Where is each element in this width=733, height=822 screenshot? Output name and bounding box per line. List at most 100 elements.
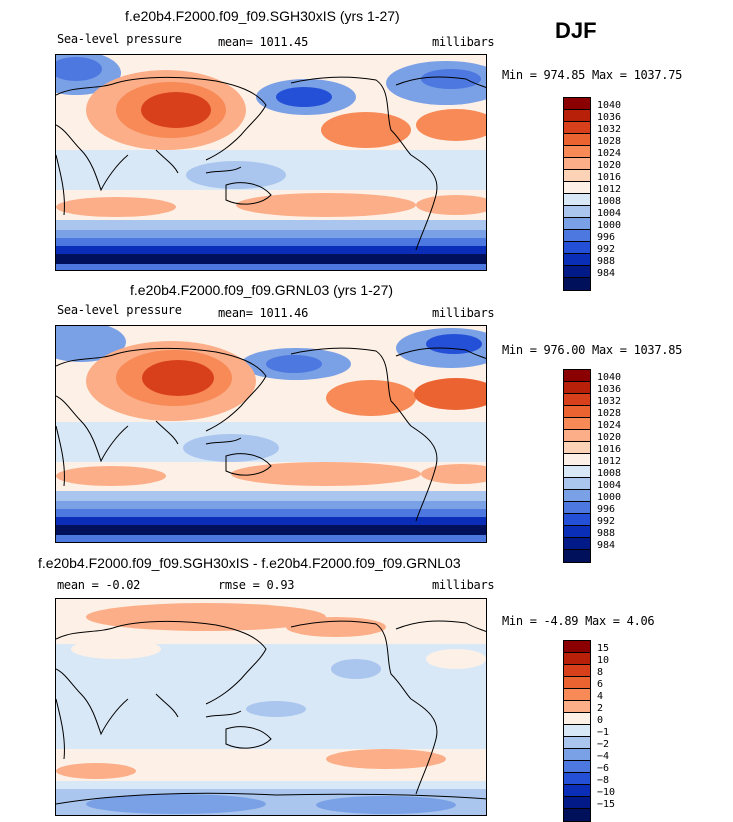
south-indian-high — [56, 466, 166, 486]
colorbar-swatch — [564, 430, 590, 442]
panel-3-map-plot — [56, 599, 486, 815]
colorbar-tick-label: 988 — [597, 256, 616, 267]
colorbar-swatch — [564, 394, 590, 406]
colorbar-tick-label: 1024 — [597, 148, 622, 159]
colorbar-swatch — [564, 466, 590, 478]
colorbar-swatch — [564, 382, 590, 394]
colorbar-swatch — [564, 677, 590, 689]
colorbar-swatch — [564, 98, 590, 110]
band-1000 — [56, 501, 486, 509]
aleutian-low-core — [276, 87, 332, 107]
colorbar-tick-label: −15 — [597, 799, 616, 810]
colorbar-tick-label: 1004 — [597, 208, 622, 219]
colorbar-tick-label: 992 — [597, 516, 616, 527]
colorbar-tick-label: 984 — [597, 268, 616, 279]
panel-3-rmse-label: rmse = 0.93 — [218, 578, 295, 592]
colorbar-swatch — [564, 454, 590, 466]
panel-1-min-max: Min = 974.85 Max = 1037.75 — [502, 68, 683, 82]
colorbar-swatch — [564, 689, 590, 701]
low-north-atlantic-core — [56, 57, 102, 81]
panel-2-min-max: Min = 976.00 Max = 1037.85 — [502, 343, 683, 357]
colorbar-tick-label: 8 — [597, 667, 604, 678]
pacific-anomaly-high — [286, 617, 386, 637]
colorbar-swatch — [564, 206, 590, 218]
antarctic-edge — [56, 264, 486, 270]
aleutian-low-core — [266, 355, 322, 373]
colorbar-tick-label: 1000 — [597, 492, 622, 503]
colorbar-swatch — [564, 254, 590, 266]
colorbar-tick-label: 4 — [597, 691, 604, 702]
colorbar-swatch — [564, 797, 590, 809]
maritime-continent-low — [183, 434, 279, 462]
season-label: DJF — [555, 18, 597, 43]
colorbar-swatch — [564, 653, 590, 665]
band-996 — [56, 238, 486, 246]
colorbar-tick-label: −6 — [597, 763, 610, 774]
colorbar-swatch — [564, 418, 590, 430]
siberian-high-core — [141, 92, 211, 128]
panel-1-colorbar — [563, 97, 591, 291]
colorbar-swatch — [564, 502, 590, 514]
band-988 — [56, 517, 486, 525]
colorbar-swatch — [564, 442, 590, 454]
colorbar-swatch — [564, 230, 590, 242]
neg-anomaly-tropics — [246, 701, 306, 717]
colorbar-tick-label: 1036 — [597, 112, 622, 123]
low-north-atlantic — [56, 326, 126, 362]
colorbar-tick-label: 1012 — [597, 184, 622, 195]
colorbar-swatch — [564, 701, 590, 713]
coastlines — [56, 347, 486, 522]
azores-high — [416, 109, 486, 141]
icelandic-low-core — [421, 69, 481, 89]
colorbar-tick-label: 1008 — [597, 196, 622, 207]
band-1004 — [56, 491, 486, 501]
colorbar-tick-label: 1012 — [597, 456, 622, 467]
colorbar-swatch — [564, 242, 590, 254]
panel-3-map — [55, 598, 487, 816]
colorbar-swatch — [564, 146, 590, 158]
colorbar-tick-label: 1040 — [597, 100, 622, 111]
panel-3-colorbar — [563, 640, 591, 822]
panel-2-variable-label: Sea-level pressure — [57, 303, 182, 317]
colorbar-swatch — [564, 749, 590, 761]
colorbar-tick-label: 1032 — [597, 124, 622, 135]
colorbar-tick-label: 992 — [597, 244, 616, 255]
colorbar-swatch — [564, 110, 590, 122]
colorbar-tick-label: −1 — [597, 727, 610, 738]
colorbar-swatch — [564, 773, 590, 785]
panel-1-map-plot — [56, 55, 486, 270]
band-1000 — [56, 230, 486, 238]
south-pacific-high — [236, 193, 416, 217]
colorbar-swatch — [564, 538, 590, 550]
colorbar-tick-label: 1008 — [597, 468, 622, 479]
south-indian-high — [56, 197, 176, 217]
panel-3-title: f.e20b4.F2000.f09_f09.SGH30xIS - f.e20b4… — [38, 555, 461, 571]
colorbar-tick-label: 6 — [597, 679, 604, 690]
colorbar-tick-label: 1016 — [597, 444, 622, 455]
antarctic-neg-core-east — [316, 796, 456, 814]
atlantic-slight — [426, 649, 486, 669]
colorbar-tick-label: 1028 — [597, 136, 622, 147]
colorbar-tick-label: 1000 — [597, 220, 622, 231]
colorbar-tick-label: 0 — [597, 715, 604, 726]
colorbar-swatch — [564, 278, 590, 290]
colorbar-tick-label: 1028 — [597, 408, 622, 419]
colorbar-swatch — [564, 809, 590, 821]
south-atlantic-high — [421, 464, 486, 484]
colorbar-swatch — [564, 641, 590, 653]
maritime-continent-low — [186, 161, 286, 189]
panel-1-variable-label: Sea-level pressure — [57, 32, 182, 46]
panel-2-mean-label: mean= 1011.46 — [218, 306, 309, 320]
panel-2-title: f.e20b4.F2000.f09_f09.GRNL03 (yrs 1-27) — [130, 282, 394, 298]
colorbar-swatch — [564, 550, 590, 562]
colorbar-tick-label: 988 — [597, 528, 616, 539]
band-988 — [56, 246, 486, 254]
colorbar-swatch — [564, 761, 590, 773]
colorbar-swatch — [564, 370, 590, 382]
colorbar-swatch — [564, 713, 590, 725]
colorbar-swatch — [564, 182, 590, 194]
south-anomaly-high-west — [56, 763, 136, 779]
colorbar-swatch — [564, 406, 590, 418]
colorbar-tick-label: −4 — [597, 751, 610, 762]
band-984 — [56, 254, 486, 264]
